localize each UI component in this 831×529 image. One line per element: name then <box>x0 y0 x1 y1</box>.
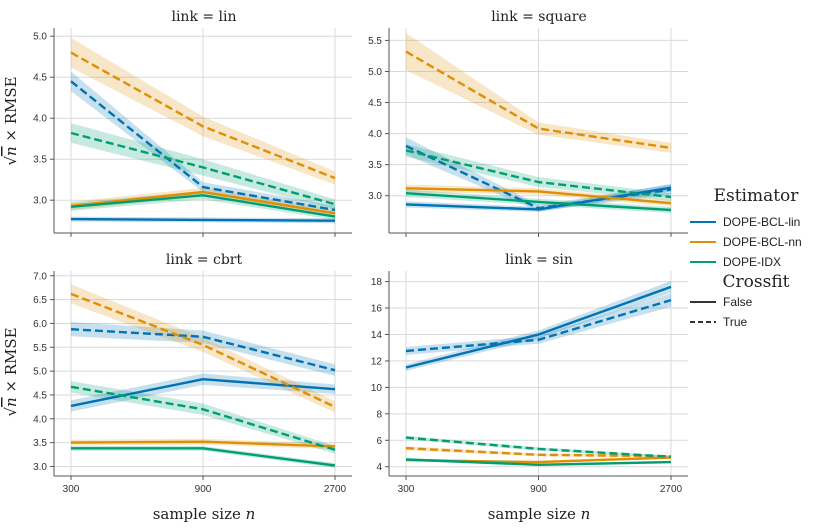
y-axis-label-bottom: √n × RMSE <box>2 327 20 416</box>
y-label-rest: × RMSE <box>2 327 20 397</box>
panel-title-square: link = square <box>491 9 587 25</box>
y-tick-label: 5.0 <box>368 67 382 78</box>
x-tick-label: 900 <box>195 484 212 495</box>
series-line-dope-idx-crossfit-true <box>405 149 672 199</box>
legend-label-dope-bcl-nn: DOPE-BCL-nn <box>723 235 802 249</box>
series-line-dope-idx-crossfit-false <box>405 192 672 212</box>
band-dope-bcl-lin-crossfit-false <box>406 280 671 371</box>
y-tick-label: 3.5 <box>33 438 47 449</box>
y-label-var: n <box>2 146 20 156</box>
y-tick-label: 12 <box>371 356 383 367</box>
panel-title-lin: link = lin <box>171 9 236 25</box>
band-dope-idx-crossfit-true <box>406 144 671 201</box>
y-tick-label: 6.0 <box>33 319 47 330</box>
y-tick-label: 6.5 <box>33 295 47 306</box>
y-tick-label: 4.5 <box>33 73 47 84</box>
band-dope-bcl-nn-crossfit-true <box>71 37 335 185</box>
series-line-dope-idx-crossfit-false <box>405 458 672 466</box>
panel-title-sin: link = sin <box>505 252 573 268</box>
x-tick-label: 300 <box>63 484 80 495</box>
series-line-dope-bcl-lin-crossfit-false <box>405 285 672 369</box>
y-tick-label: 6 <box>376 436 382 447</box>
panel-title-cbrt: link = cbrt <box>166 252 243 268</box>
legend: Estimator DOPE-BCL-lin DOPE-BCL-nn DOPE-… <box>690 186 802 329</box>
y-tick-label: 5.0 <box>33 32 47 43</box>
x-label-text: sample size <box>153 505 246 523</box>
y-tick-label: 4.0 <box>33 414 47 425</box>
series-line-dope-idx-crossfit-true <box>405 436 672 458</box>
y-tick-label: 4 <box>376 462 382 473</box>
y-axis-label-top: √n × RMSE <box>2 76 20 165</box>
y-label-sqrt: √ <box>2 407 20 417</box>
x-axis-label-right: sample size n <box>488 505 591 523</box>
x-label-var: n <box>246 505 256 523</box>
series-line-dope-bcl-nn-crossfit-false <box>405 187 672 205</box>
band-dope-bcl-nn-crossfit-false <box>71 187 335 218</box>
y-tick-label: 10 <box>371 383 383 394</box>
y-tick-label: 4.0 <box>368 129 382 140</box>
band-dope-bcl-lin-crossfit-true <box>406 137 671 212</box>
y-tick-label: 5.5 <box>368 36 382 47</box>
y-tick-label: 8 <box>376 409 382 420</box>
y-tick-label: 3.0 <box>33 462 47 473</box>
series-line-dope-idx-crossfit-false <box>71 447 336 467</box>
band-dope-idx-crossfit-true <box>71 123 335 210</box>
y-tick-label: 14 <box>371 330 383 341</box>
y-tick-label: 3.0 <box>368 191 382 202</box>
x-tick-label: 2700 <box>660 484 683 495</box>
y-tick-label: 4.5 <box>368 98 382 109</box>
y-tick-label: 16 <box>371 304 383 315</box>
y-label-var: n <box>2 397 20 407</box>
panel-link-cbrt: 3.0 3.5 4.0 4.5 5.0 5.5 6.0 6.5 7.0 300 900 2700 <box>33 271 352 495</box>
panel-link-square: 3.0 3.5 4.0 4.5 5.0 5.5 <box>368 28 688 237</box>
y-label-rest: × RMSE <box>2 76 20 146</box>
legend-title-estimator: Estimator <box>714 186 800 206</box>
y-tick-label: 5.5 <box>33 343 47 354</box>
band-dope-bcl-lin-crossfit-false <box>406 183 671 212</box>
legend-label-true: True <box>723 315 748 329</box>
series-line-dope-idx-crossfit-true <box>70 385 336 451</box>
y-tick-label: 18 <box>371 277 383 288</box>
series-line-dope-bcl-lin-crossfit-true <box>70 328 336 372</box>
y-tick-label: 5.0 <box>33 367 47 378</box>
band-dope-bcl-nn-crossfit-true <box>406 33 671 153</box>
x-tick-label: 2700 <box>324 484 347 495</box>
y-tick-label: 4.5 <box>33 390 47 401</box>
series-line-dope-bcl-nn-crossfit-false <box>70 190 336 215</box>
panel-link-sin: 4 6 8 10 12 14 16 18 300 900 2700 <box>371 271 688 495</box>
y-tick-label: 4.0 <box>33 114 47 125</box>
x-label-text: sample size <box>488 505 581 523</box>
y-tick-label: 3.5 <box>368 160 382 171</box>
y-tick-label: 3.5 <box>33 155 47 166</box>
band-dope-bcl-lin-crossfit-true <box>71 322 335 376</box>
series-line-dope-bcl-nn-crossfit-true <box>70 51 336 180</box>
x-axis-label-left: sample size n <box>153 505 256 523</box>
series-line-dope-bcl-lin-crossfit-true <box>405 144 672 210</box>
series-line-dope-bcl-nn-crossfit-true <box>405 50 672 150</box>
series-line-dope-bcl-nn-crossfit-false <box>70 440 336 448</box>
series-line-dope-bcl-lin-crossfit-false <box>70 378 336 408</box>
x-tick-label: 300 <box>398 484 415 495</box>
x-tick-label: 900 <box>530 484 547 495</box>
legend-label-false: False <box>723 295 753 309</box>
series-line-dope-idx-crossfit-false <box>70 194 336 218</box>
series-line-dope-bcl-lin-crossfit-true <box>70 80 336 212</box>
x-label-var: n <box>581 505 591 523</box>
series-line-dope-bcl-nn-crossfit-true <box>405 447 672 458</box>
y-tick-label: 7.0 <box>33 271 47 282</box>
series-line-dope-bcl-lin-crossfit-true <box>405 298 672 353</box>
legend-title-crossfit: Crossfit <box>723 272 790 292</box>
y-tick-label: 3.0 <box>33 196 47 207</box>
series-line-dope-idx-crossfit-true <box>70 131 336 206</box>
band-dope-bcl-nn-crossfit-true <box>71 284 335 413</box>
panel-link-lin: 3.0 3.5 4.0 4.5 5.0 <box>33 28 352 237</box>
legend-label-dope-bcl-lin: DOPE-BCL-lin <box>723 215 800 229</box>
series-line-dope-bcl-lin-crossfit-false <box>70 217 336 222</box>
y-label-sqrt: √ <box>2 156 20 166</box>
legend-label-dope-idx: DOPE-IDX <box>723 255 781 269</box>
